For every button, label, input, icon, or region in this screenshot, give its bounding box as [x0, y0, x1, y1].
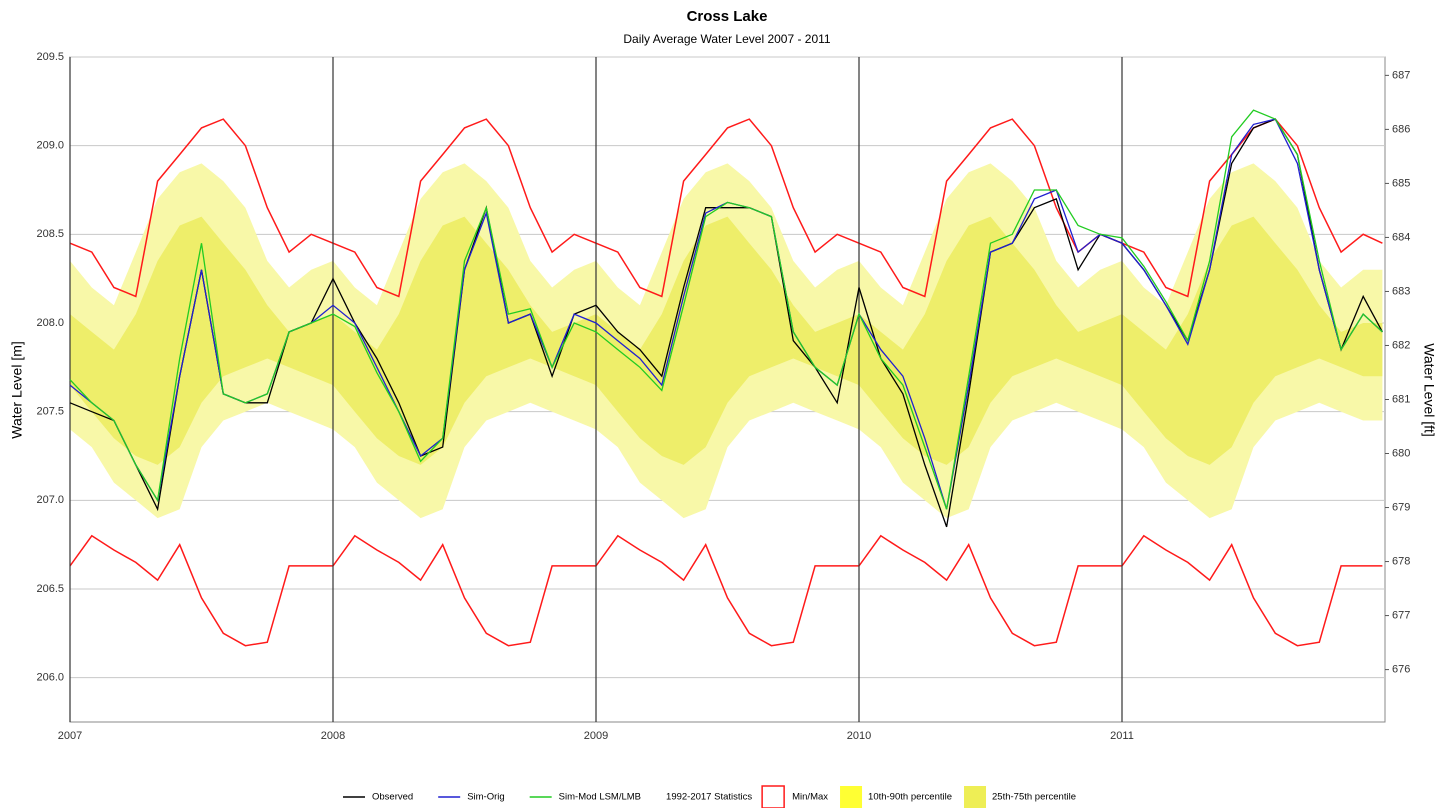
y2-tick-label: 685	[1392, 177, 1410, 189]
y2-tick-label: 681	[1392, 393, 1410, 405]
y2-tick-label: 684	[1392, 231, 1410, 243]
y-axis-label: Water Level [m]	[9, 341, 25, 439]
x-tick-label: 2011	[1110, 730, 1134, 742]
chart-title: Cross Lake	[687, 8, 768, 25]
y-tick-label: 207.5	[36, 406, 64, 418]
legend-label: 10th-90th percentile	[868, 792, 952, 803]
y2-tick-label: 687	[1392, 69, 1410, 81]
y-tick-label: 209.0	[36, 140, 64, 152]
y2-tick-label: 682	[1392, 339, 1410, 351]
y-tick-label: 208.5	[36, 228, 64, 240]
y2-tick-label: 683	[1392, 285, 1410, 297]
y2-tick-label: 677	[1392, 609, 1410, 621]
legend-swatch	[840, 786, 863, 808]
y-tick-label: 207.0	[36, 494, 64, 506]
x-tick-label: 2009	[584, 730, 608, 742]
legend-swatch	[761, 785, 785, 808]
y-tick-label: 206.0	[36, 672, 64, 684]
legend-group-label: 1992-2017 Statistics	[666, 792, 752, 803]
y2-tick-label: 676	[1392, 664, 1410, 676]
y-tick-label: 208.0	[36, 317, 64, 329]
x-tick-label: 2010	[847, 730, 871, 742]
y2-axis-label: Water Level [ft]	[1421, 343, 1437, 437]
x-tick-label: 2008	[321, 730, 345, 742]
envelope-max	[69, 118, 1383, 298]
legend-label: Sim-Orig	[467, 792, 504, 803]
envelope-min	[69, 534, 1383, 647]
y2-tick-label: 680	[1392, 447, 1410, 459]
x-tick-label: 2007	[58, 730, 82, 742]
chart-subtitle: Daily Average Water Level 2007 - 2011	[623, 32, 831, 46]
legend-swatch	[964, 786, 987, 808]
y-tick-label: 206.5	[36, 583, 64, 595]
legend-label: Sim-Mod LSM/LMB	[559, 792, 641, 803]
y2-tick-label: 678	[1392, 555, 1410, 567]
legend-label: 25th-75th percentile	[992, 792, 1076, 803]
series-line	[69, 109, 1383, 510]
y2-tick-label: 686	[1392, 123, 1410, 135]
legend-label: Min/Max	[792, 792, 828, 803]
legend-label: Observed	[372, 792, 413, 803]
y2-tick-label: 679	[1392, 501, 1410, 513]
y-tick-label: 209.5	[36, 51, 64, 63]
